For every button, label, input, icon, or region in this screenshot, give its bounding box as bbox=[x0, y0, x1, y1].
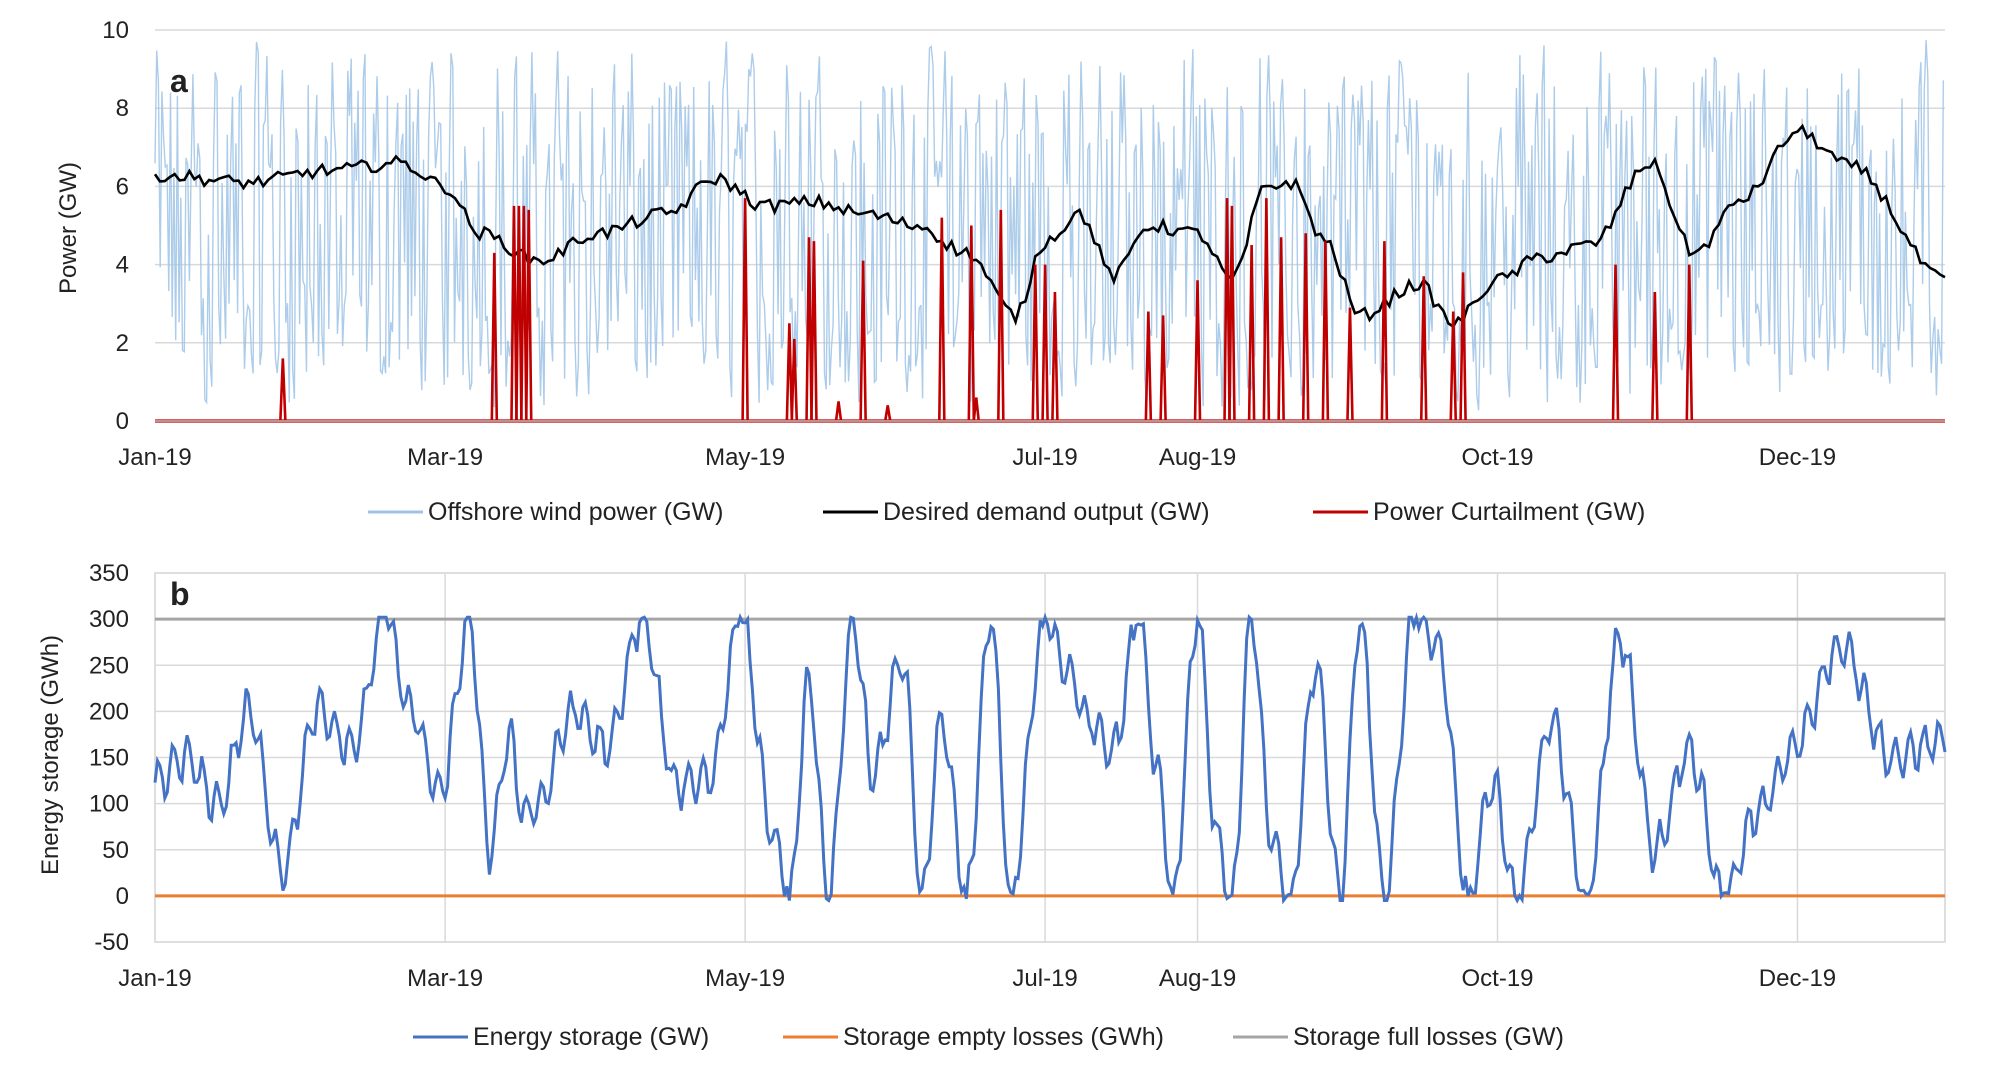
panel-b-x-tick-label: Jul-19 bbox=[1012, 965, 1077, 992]
power-curtailment-spike bbox=[810, 241, 818, 422]
panel-b-y-tick-label: 200 bbox=[89, 698, 129, 725]
panel-b-storage-chart: -50 0 50 100 150 200 250 300 350 Jan-19 Mar-19 May-… bbox=[37, 560, 1947, 1051]
panel-b-y-tick-label: 0 bbox=[116, 883, 129, 910]
panel-b-y-tick-label: 150 bbox=[89, 745, 129, 772]
panel-a-x-tick-label: May-19 bbox=[705, 444, 785, 471]
power-curtailment-spike bbox=[1262, 198, 1271, 422]
panel-a-y-axis-title: Power (GW) bbox=[55, 162, 82, 294]
power-curtailment-spike bbox=[1346, 307, 1354, 422]
panel-a-power-chart: 0 2 4 6 8 10 Jan-19 Mar-19 May-19 Jul-19 Aug-19 Oct… bbox=[55, 17, 1946, 526]
panel-a-legend-label: Power Curtailment (GW) bbox=[1373, 498, 1645, 526]
energy-storage-line bbox=[153, 611, 1947, 905]
panel-b-legend-label: Storage full losses (GW) bbox=[1293, 1023, 1564, 1051]
panel-a-x-tick-label: Jan-19 bbox=[118, 444, 191, 471]
power-curtailment-spike bbox=[279, 358, 287, 422]
power-curtailment-spike bbox=[1459, 272, 1467, 422]
power-curtailment-spike bbox=[1301, 233, 1310, 422]
panel-a-x-tick-label: Aug-19 bbox=[1159, 444, 1236, 471]
panel-a-x-tick-label: Dec-19 bbox=[1759, 444, 1836, 471]
panel-a-x-tick-label: Jul-19 bbox=[1012, 444, 1077, 471]
panel-a-legend-label: Offshore wind power (GW) bbox=[428, 498, 723, 526]
panel-b-x-tick-label: Jan-19 bbox=[118, 965, 191, 992]
power-curtailment-spike bbox=[1321, 241, 1330, 422]
power-curtailment-spike bbox=[1041, 264, 1049, 422]
power-curtailment-series bbox=[155, 198, 1945, 423]
desired-demand-output-series bbox=[153, 123, 1946, 329]
power-curtailment-spike bbox=[1277, 237, 1285, 422]
panel-a-x-tick-label: Oct-19 bbox=[1461, 444, 1533, 471]
panel-b-x-tick-label: Aug-19 bbox=[1159, 965, 1236, 992]
panel-a-label: a bbox=[170, 63, 188, 99]
panel-b-y-tick-label: -50 bbox=[94, 929, 129, 956]
panel-a-y-tick-label: 0 bbox=[116, 408, 129, 435]
power-curtailment-spike bbox=[938, 217, 946, 422]
panel-b-y-axis-title: Energy storage (GWh) bbox=[37, 635, 64, 875]
power-curtailment-spike bbox=[1611, 264, 1620, 422]
power-curtailment-spike bbox=[997, 209, 1005, 422]
power-curtailment-spike bbox=[515, 205, 523, 422]
panel-b-plot-border bbox=[154, 572, 1946, 943]
power-curtailment-spike bbox=[520, 205, 528, 422]
power-curtailment-spike bbox=[967, 225, 976, 422]
panel-b-gridlines bbox=[154, 572, 1946, 943]
power-curtailment-spike bbox=[972, 397, 981, 422]
panel-b-x-tick-label: Mar-19 bbox=[407, 965, 483, 992]
panel-a-x-tick-label: Mar-19 bbox=[407, 444, 483, 471]
offshore-wind-power-line bbox=[154, 40, 1945, 411]
power-curtailment-spike bbox=[834, 401, 843, 422]
panel-b-legend-label: Energy storage (GW) bbox=[473, 1023, 709, 1051]
power-curtailment-spike bbox=[1419, 276, 1428, 422]
panel-b-y-tick-label: 250 bbox=[89, 652, 129, 679]
power-curtailment-spike bbox=[1651, 291, 1659, 422]
panel-b-y-tick-label: 100 bbox=[89, 791, 129, 818]
panel-a-legend-label: Desired demand output (GW) bbox=[883, 498, 1210, 526]
power-curtailment-spike bbox=[741, 198, 749, 422]
power-curtailment-spike bbox=[1685, 264, 1694, 422]
power-curtailment-spike bbox=[1228, 205, 1236, 422]
panel-a-y-tick-label: 8 bbox=[116, 95, 129, 122]
panel-b-y-tick-label: 50 bbox=[102, 837, 129, 864]
power-curtailment-spike bbox=[1159, 315, 1167, 422]
power-curtailment-spike bbox=[859, 260, 867, 422]
panel-b-series bbox=[153, 611, 1947, 905]
power-curtailment-spike bbox=[790, 338, 799, 422]
panel-a-legend: Offshore wind power (GW) Desired demand o… bbox=[368, 498, 1645, 526]
power-curtailment-spike bbox=[1449, 311, 1458, 422]
power-curtailment-spike bbox=[1193, 280, 1202, 422]
power-curtailment-spike bbox=[524, 209, 533, 422]
power-curtailment-spike bbox=[1380, 241, 1389, 422]
panel-b-y-tick-label: 300 bbox=[89, 606, 129, 633]
desired-demand-output-line bbox=[153, 123, 1946, 329]
panel-b-x-tick-label: Oct-19 bbox=[1461, 965, 1533, 992]
power-curtailment-spike bbox=[1051, 291, 1059, 422]
power-curtailment-spike bbox=[1247, 245, 1256, 422]
panel-b-y-tick-label: 350 bbox=[89, 560, 129, 587]
panel-b-x-tick-label: May-19 bbox=[705, 965, 785, 992]
power-curtailment-spike bbox=[1223, 198, 1231, 422]
panel-a-y-tick-label: 10 bbox=[102, 17, 129, 44]
panel-b-legend-label: Storage empty losses (GWh) bbox=[843, 1023, 1164, 1051]
panel-b-label: b bbox=[170, 576, 190, 612]
offshore-wind-power-series bbox=[154, 40, 1945, 411]
panel-b-x-tick-label: Dec-19 bbox=[1759, 965, 1836, 992]
panel-a-y-tick-label: 2 bbox=[116, 330, 129, 357]
power-curtailment-spike bbox=[883, 405, 892, 422]
panel-b-legend: Energy storage (GW) Storage empty losses … bbox=[413, 1023, 1564, 1051]
panel-a-y-tick-label: 6 bbox=[116, 173, 129, 200]
power-curtailment-spike bbox=[1144, 311, 1153, 422]
panel-a-axes: 0 2 4 6 8 10 Jan-19 Mar-19 May-19 Jul-19 Aug-19 Oct… bbox=[102, 17, 1945, 471]
power-curtailment-spike bbox=[805, 237, 813, 422]
power-curtailment-spike bbox=[490, 252, 499, 422]
power-curtailment-spike bbox=[1031, 264, 1040, 422]
power-curtailment-spike bbox=[510, 205, 518, 422]
panel-a-y-tick-label: 4 bbox=[116, 252, 129, 279]
panel-b-axes: -50 0 50 100 150 200 250 300 350 Jan-19 Mar-19 May-… bbox=[89, 560, 1836, 992]
power-curtailment-spike bbox=[785, 323, 794, 422]
